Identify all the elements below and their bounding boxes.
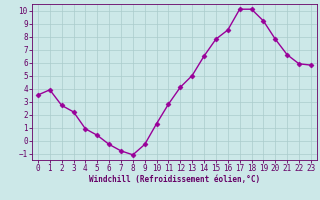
X-axis label: Windchill (Refroidissement éolien,°C): Windchill (Refroidissement éolien,°C)	[89, 175, 260, 184]
